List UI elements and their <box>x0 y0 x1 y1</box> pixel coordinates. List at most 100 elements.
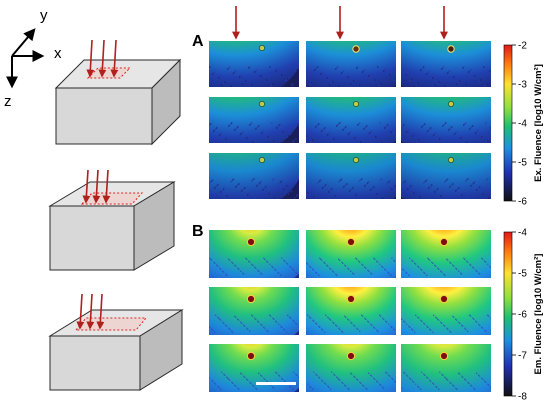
noise-speckle <box>333 196 335 198</box>
target-inclusion <box>448 101 454 107</box>
noise-speckle <box>478 374 480 376</box>
noise-speckle <box>244 376 246 378</box>
noise-speckle <box>426 325 428 327</box>
noise-speckle <box>390 274 392 276</box>
noise-speckle <box>323 128 325 130</box>
noise-speckle <box>287 314 289 316</box>
emission-cell-wrapper <box>306 344 396 392</box>
noise-speckle <box>466 260 468 262</box>
noise-speckle <box>379 263 381 265</box>
noise-speckle <box>290 85 292 87</box>
noise-speckle <box>456 319 458 321</box>
noise-speckle <box>468 382 470 384</box>
noise-speckle <box>235 316 237 318</box>
noise-speckle <box>298 67 299 69</box>
noise-speckle <box>351 373 353 375</box>
noise-speckle <box>452 183 454 185</box>
noise-speckle <box>364 127 366 129</box>
box-front-face <box>55 87 153 145</box>
noise-speckle <box>281 377 283 379</box>
noise-speckle <box>369 74 371 76</box>
noise-speckle <box>289 134 291 136</box>
y-axis-label: y <box>40 7 48 24</box>
noise-speckle <box>383 70 385 72</box>
noise-speckle <box>472 183 474 185</box>
noise-speckle <box>432 262 434 264</box>
noise-speckle <box>460 195 462 197</box>
noise-speckle <box>244 81 246 83</box>
noise-speckle <box>361 263 363 265</box>
noise-speckle <box>385 269 387 271</box>
noise-speckle <box>433 134 435 136</box>
noise-speckle <box>292 141 294 143</box>
noise-speckle <box>315 373 317 375</box>
noise-speckle <box>416 83 418 85</box>
noise-speckle <box>473 267 475 269</box>
noise-speckle <box>415 84 417 86</box>
fluence-glow <box>401 344 491 392</box>
excitation-cell-wrapper <box>401 97 491 143</box>
noise-speckle <box>471 184 473 186</box>
noise-speckle <box>365 387 367 389</box>
noise-speckle <box>315 271 317 273</box>
noise-speckle <box>455 387 457 389</box>
noise-speckle <box>266 260 268 262</box>
noise-speckle <box>424 123 426 125</box>
noise-speckle <box>371 375 373 377</box>
noise-speckle <box>289 265 291 267</box>
noise-speckle <box>324 79 326 81</box>
noise-speckle <box>467 330 469 332</box>
noise-speckle <box>360 141 362 143</box>
noise-speckle <box>345 385 347 387</box>
noise-speckle <box>240 372 242 374</box>
noise-speckle <box>339 180 341 182</box>
noise-speckle <box>445 122 447 124</box>
noise-speckle <box>217 184 219 186</box>
noise-speckle <box>327 265 329 267</box>
noise-speckle <box>224 374 226 376</box>
noise-speckle <box>401 126 403 128</box>
emission-cell-wrapper <box>209 230 299 278</box>
noise-speckle <box>255 128 257 130</box>
noise-speckle <box>438 319 440 321</box>
noise-speckle <box>285 186 287 188</box>
noise-speckle <box>439 371 441 373</box>
noise-speckle <box>412 260 414 262</box>
noise-speckle <box>291 84 293 86</box>
noise-speckle <box>269 66 271 68</box>
noise-speckle <box>449 70 451 72</box>
noise-speckle <box>355 194 357 196</box>
noise-speckle <box>256 388 258 390</box>
colorbar-a-tick-label: -2 <box>518 41 527 52</box>
light-arrow <box>82 169 91 204</box>
noise-speckle <box>419 196 421 198</box>
noise-speckle <box>386 125 388 127</box>
noise-speckle <box>283 130 285 132</box>
noise-speckle <box>316 67 318 69</box>
noise-speckle <box>464 123 466 125</box>
noise-speckle <box>362 315 364 317</box>
noise-speckle <box>414 331 416 333</box>
colorbar-b-tick-label: -8 <box>518 392 527 403</box>
noise-speckle <box>213 130 215 132</box>
noise-speckle <box>409 257 411 259</box>
noise-speckle <box>377 261 379 263</box>
noise-speckle <box>484 191 486 193</box>
noise-speckle <box>450 331 452 333</box>
noise-speckle <box>343 128 345 130</box>
noise-speckle <box>456 189 458 191</box>
noise-speckle <box>475 269 477 271</box>
noise-speckle <box>373 377 375 379</box>
noise-speckle <box>295 271 297 273</box>
noise-speckle <box>318 274 320 276</box>
noise-speckle <box>435 265 437 267</box>
noise-speckle <box>470 264 472 266</box>
emission-source <box>439 294 449 304</box>
noise-speckle <box>249 124 251 126</box>
noise-speckle <box>361 140 363 142</box>
noise-speckle <box>372 81 374 83</box>
noise-speckle <box>461 273 463 275</box>
noise-speckle <box>448 129 450 131</box>
noise-speckle <box>261 324 263 326</box>
noise-speckle <box>360 179 362 181</box>
